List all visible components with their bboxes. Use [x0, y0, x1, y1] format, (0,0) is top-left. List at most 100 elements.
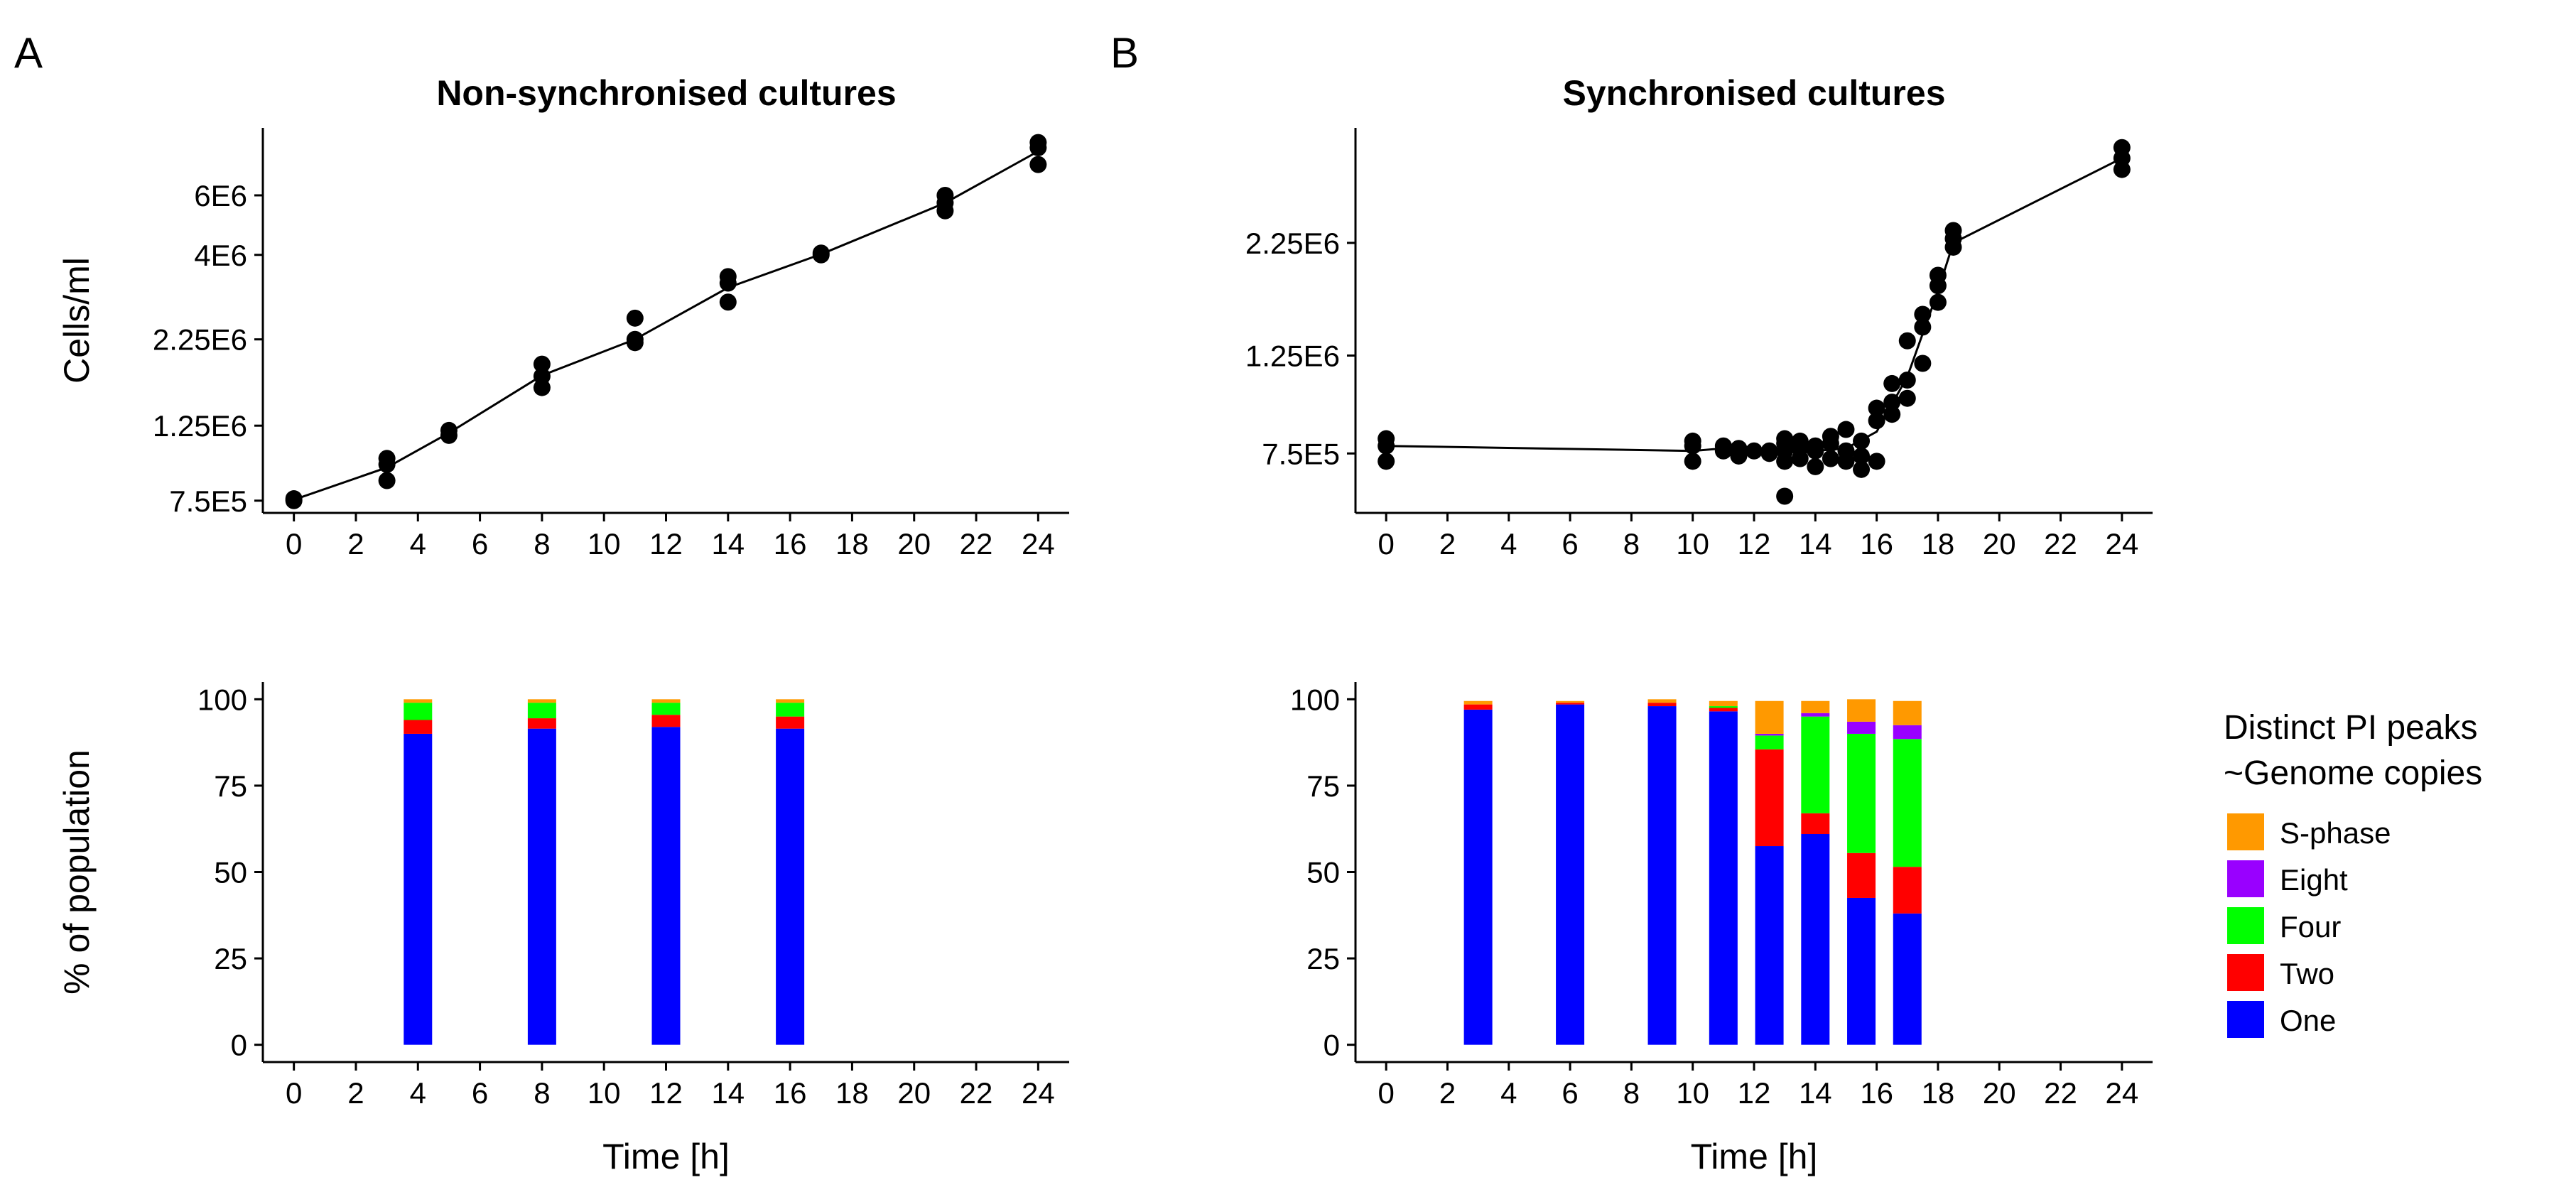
bar-segment-four [1801, 716, 1830, 813]
x-tick-label: 20 [1983, 527, 2016, 561]
bar-segment-one [1893, 913, 1922, 1045]
data-point [1822, 428, 1839, 445]
data-point [1883, 374, 1901, 392]
data-point [285, 490, 303, 508]
bar-segment-four [776, 703, 805, 717]
legend-swatch-s-phase [2227, 813, 2264, 850]
x-tick-label: 20 [897, 1076, 931, 1110]
data-point [1898, 371, 1916, 389]
bar-segment-eight [1801, 713, 1830, 717]
y-tick-label: 4E6 [194, 239, 247, 272]
bar-segment-two [1893, 867, 1922, 914]
data-point [1853, 460, 1871, 478]
bar-segment-s-phase [776, 699, 805, 703]
bar-segment-one [1463, 709, 1493, 1045]
data-point [378, 450, 396, 467]
data-point [1929, 266, 1947, 284]
x-tick-label: 12 [649, 527, 683, 561]
data-point [1746, 442, 1763, 460]
x-tick-label: 18 [1922, 527, 1955, 561]
data-point [1029, 156, 1047, 173]
x-axis-label: Time [h] [1691, 1137, 1818, 1176]
data-point [1853, 447, 1871, 465]
y-tick-label: 100 [197, 683, 247, 716]
legend-label-four: Four [2280, 910, 2341, 943]
x-tick-label: 22 [960, 527, 993, 561]
bar-segment-s-phase [527, 699, 556, 703]
data-point [1807, 457, 1824, 475]
x-tick-label: 24 [1022, 1076, 1055, 1110]
bar-segment-s-phase [1801, 700, 1830, 713]
x-tick-label: 10 [1676, 527, 1709, 561]
trend-line [1386, 157, 2123, 453]
legend-swatch-four [2227, 907, 2264, 944]
chart-title: Non-synchronised cultures [436, 73, 896, 113]
trend-line [293, 150, 1039, 501]
bar-segment-one [527, 728, 556, 1045]
x-tick-label: 8 [534, 1076, 550, 1110]
bar-segment-two [404, 720, 433, 734]
data-point [1791, 432, 1809, 450]
x-tick-label: 16 [774, 527, 807, 561]
x-tick-label: 20 [897, 527, 931, 561]
data-point [626, 309, 644, 327]
bar-segment-four [1709, 706, 1738, 708]
bar-segment-two [776, 716, 805, 729]
y-tick-label: 0 [1324, 1029, 1340, 1062]
data-point [2113, 139, 2131, 156]
x-tick-label: 18 [835, 527, 869, 561]
data-point [1883, 394, 1901, 411]
data-point [1853, 432, 1871, 450]
x-tick-label: 14 [711, 1076, 745, 1110]
data-point [1776, 430, 1794, 448]
x-tick-label: 12 [649, 1076, 683, 1110]
x-tick-label: 6 [472, 1076, 488, 1110]
x-tick-label: 4 [1500, 527, 1517, 561]
x-tick-label: 16 [774, 1076, 807, 1110]
x-tick-label: 4 [410, 1076, 426, 1110]
panel-label-a: A [14, 29, 43, 77]
x-tick-label: 10 [588, 527, 621, 561]
bar-segment-two [1755, 749, 1784, 847]
x-tick-label: 18 [1922, 1076, 1955, 1110]
y-tick-label: 2.25E6 [1245, 227, 1340, 260]
y-tick-label: 50 [1306, 856, 1340, 889]
x-tick-label: 10 [588, 1076, 621, 1110]
bar-segment-s-phase [1755, 700, 1784, 734]
x-tick-label: 6 [1562, 527, 1578, 561]
data-point [1029, 134, 1047, 151]
y-tick-label: 25 [214, 942, 247, 975]
x-tick-label: 8 [1623, 527, 1640, 561]
x-tick-label: 8 [534, 527, 550, 561]
y-axis-label: Cells/ml [57, 257, 97, 384]
x-tick-label: 2 [1439, 1076, 1456, 1110]
panel-label-b: B [1110, 29, 1139, 77]
bar-segment-four [1755, 735, 1784, 749]
y-tick-label: 2.25E6 [153, 323, 247, 357]
x-tick-label: 20 [1983, 1076, 2016, 1110]
legend-label-two: Two [2280, 957, 2334, 990]
x-tick-label: 22 [2044, 1076, 2077, 1110]
data-point [1898, 332, 1916, 350]
y-tick-label: 25 [1306, 942, 1340, 975]
bar-segment-two [1709, 708, 1738, 712]
x-tick-label: 8 [1623, 1076, 1640, 1110]
y-axis-label: % of population [57, 749, 97, 995]
legend-label-s-phase: S-phase [2280, 816, 2391, 850]
x-tick-label: 0 [286, 527, 302, 561]
bar-segment-four [1847, 733, 1876, 853]
x-tick-label: 0 [286, 1076, 302, 1110]
data-point [1760, 442, 1778, 460]
data-point [1378, 453, 1395, 470]
bar-segment-two [1463, 704, 1493, 710]
bar-segment-one [1709, 711, 1738, 1045]
data-point [440, 421, 458, 439]
bar-segment-s-phase [1556, 700, 1585, 703]
bar-segment-two [1847, 852, 1876, 898]
data-point [1914, 318, 1932, 336]
bar-segment-one [1556, 704, 1585, 1045]
legend-label-one: One [2280, 1004, 2336, 1037]
x-tick-label: 2 [1439, 527, 1456, 561]
